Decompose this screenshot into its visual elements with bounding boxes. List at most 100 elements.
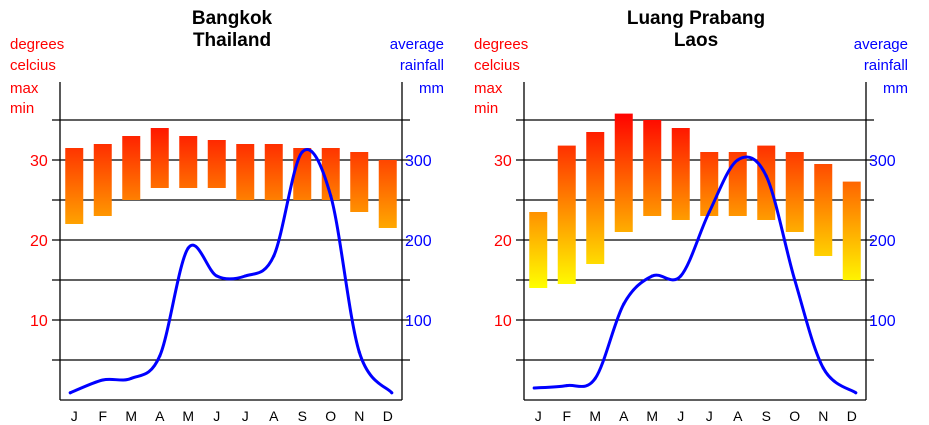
rainfall-points	[532, 158, 858, 395]
month-label: A	[619, 408, 629, 424]
temperature-bar	[614, 113, 633, 232]
temperature-bar	[557, 145, 576, 284]
temp-label-min: min	[474, 100, 499, 117]
bangkok-chart-plot: 10 20 30 100 200 300 J F M A M J J A S O N D	[30, 82, 432, 424]
rainfall-point	[854, 391, 858, 395]
chart-title-country: Thailand	[192, 30, 272, 51]
temperature-bar	[586, 132, 605, 264]
temp-tick-label: 30	[30, 153, 48, 170]
month-label: J	[677, 408, 684, 424]
temperature-bars	[65, 128, 397, 228]
temp-unit-label-celcius: celcius	[474, 57, 520, 74]
chart-title-city: Bangkok	[191, 8, 273, 29]
month-label: O	[789, 408, 800, 424]
temperature-bar	[122, 136, 141, 200]
chart-title-city: Luang Prabang	[626, 8, 766, 29]
rain-tick-label: 100	[405, 313, 432, 330]
rainfall-point	[565, 384, 569, 388]
month-label: A	[155, 408, 165, 424]
temp-tick-label: 10	[30, 313, 48, 330]
temp-tick-label: 20	[30, 233, 48, 250]
rain-unit-label-mm: mm	[419, 80, 444, 97]
temp-label-max: max	[474, 80, 503, 97]
month-label: S	[762, 408, 771, 424]
temp-label-min: min	[10, 100, 35, 117]
rain-label-average: average	[853, 36, 908, 53]
rain-tick-label: 200	[869, 233, 896, 250]
month-label: M	[125, 408, 137, 424]
month-label: S	[298, 408, 307, 424]
temperature-bar	[785, 152, 804, 232]
temperature-bar	[264, 144, 283, 200]
rain-label-rainfall: rainfall	[863, 57, 908, 74]
rainfall-point	[129, 376, 133, 380]
rainfall-point	[68, 391, 72, 395]
rainfall-point	[707, 210, 711, 214]
temperature-bar	[150, 128, 169, 188]
rainfall-line	[532, 155, 858, 395]
temperature-bar	[842, 181, 861, 280]
luang-prabang-chart-plot: 10 20 30 100 200 300 J F M A M J J A S O N D	[494, 82, 896, 424]
month-label: J	[535, 408, 542, 424]
rainfall-point	[272, 254, 276, 258]
month-label: N	[354, 408, 364, 424]
month-label: J	[213, 408, 220, 424]
month-label: N	[818, 408, 828, 424]
temperature-bar	[207, 140, 226, 188]
chart-title: Luang Prabang Laos	[604, 8, 788, 52]
luang-prabang-climate-chart: 10 20 30 100 200 300 J F M A M J J A S O N D Luang Praban…	[464, 0, 928, 425]
temperature-bars	[529, 113, 861, 288]
month-label: J	[706, 408, 713, 424]
temperature-bar	[529, 212, 548, 288]
rain-label-rainfall: rainfall	[399, 57, 444, 74]
temp-unit-label-celcius: celcius	[10, 57, 56, 74]
month-label: J	[71, 408, 78, 424]
rainfall-point	[329, 194, 333, 198]
rainfall-point	[186, 246, 190, 250]
temperature-bar	[65, 148, 84, 224]
month-label: O	[325, 408, 336, 424]
month-label: D	[847, 408, 857, 424]
temperature-bar	[814, 164, 833, 256]
temperature-bar	[757, 145, 776, 220]
month-label: M	[182, 408, 194, 424]
temp-tick-label: 20	[494, 233, 512, 250]
month-label: J	[242, 408, 249, 424]
temperature-bar	[700, 152, 719, 216]
rain-unit-label-mm: mm	[883, 80, 908, 97]
rainfall-point	[650, 274, 654, 278]
month-label: A	[269, 408, 279, 424]
temp-unit-label-degrees: degrees	[474, 36, 529, 53]
rain-tick-label: 200	[405, 233, 432, 250]
chart-title-country: Laos	[673, 30, 719, 51]
rainfall-point	[357, 350, 361, 354]
rainfall-point	[821, 366, 825, 370]
rain-tick-label: 300	[869, 153, 896, 170]
rainfall-point	[158, 354, 162, 358]
temperature-bar	[378, 160, 397, 228]
rainfall-point	[300, 150, 304, 154]
rainfall-point	[764, 174, 768, 178]
temp-unit-label-degrees: degrees	[10, 36, 65, 53]
rainfall-line	[68, 148, 394, 395]
rain-tick-label: 300	[405, 153, 432, 170]
temperature-bar	[321, 148, 340, 200]
temp-tick-label: 30	[494, 153, 512, 170]
chart-title: Bangkok Thailand	[140, 8, 324, 52]
rainfall-point	[532, 386, 536, 390]
rainfall-point	[101, 378, 105, 382]
month-label: F	[98, 408, 107, 424]
rainfall-point	[622, 302, 626, 306]
temperature-bar	[293, 148, 312, 200]
bangkok-climate-chart: 10 20 30 100 200 300 J F M A M J J A S O N D Bangkok Thai…	[0, 0, 464, 425]
temperature-bar	[728, 152, 747, 216]
rain-label-average: average	[389, 36, 444, 53]
temp-label-max: max	[10, 80, 39, 97]
rainfall-point	[679, 274, 683, 278]
month-label: F	[562, 408, 571, 424]
rainfall-point	[390, 391, 394, 395]
rainfall-point	[736, 158, 740, 162]
month-label: M	[646, 408, 658, 424]
temperature-bar	[93, 144, 112, 216]
rainfall-point	[215, 274, 219, 278]
